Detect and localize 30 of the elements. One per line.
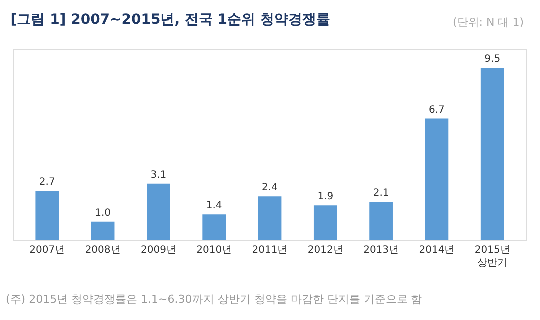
x-tick-label: 2015년 상반기 [474,245,510,269]
x-tick-label: 2008년 [85,245,121,256]
x-tick-label: 2013년 [364,245,400,256]
chart-title: [그림 1] 2007~2015년, 전국 1순위 청약경쟁률 [10,12,330,28]
data-label: 6.7 [429,104,445,116]
data-label: 1.4 [206,200,222,212]
data-label: 2.4 [262,182,278,194]
x-tick-label: 2007년 [30,245,66,256]
data-label: 3.1 [150,170,167,181]
data-label: 1.0 [95,208,111,219]
data-label: 2.7 [39,177,56,188]
x-tick-label: 2010년 [196,245,232,256]
x-tick-label: 2009년 [140,245,176,256]
x-tick-label: 2014년 [419,245,455,256]
bar [425,118,449,240]
bar [91,222,115,240]
chart-subtitle: (단위: N 대 1) [453,16,524,29]
bar [370,202,393,240]
data-label: 1.9 [318,192,334,203]
bar [202,214,226,240]
bar [258,196,282,240]
bar [36,191,60,240]
text: (주) 2015년 청약경쟁률은 1.1~6.30까지 상반기 청약을 마감한 단지를 기준으로 함 [6,293,422,306]
bar [480,68,504,240]
x-tick-label: 2011년 [252,245,288,256]
bar [314,206,338,240]
x-tick-label: 2012년 [308,245,344,256]
data-label: 9.5 [484,54,501,66]
data-label: 2.1 [373,188,390,199]
bar [147,184,170,240]
